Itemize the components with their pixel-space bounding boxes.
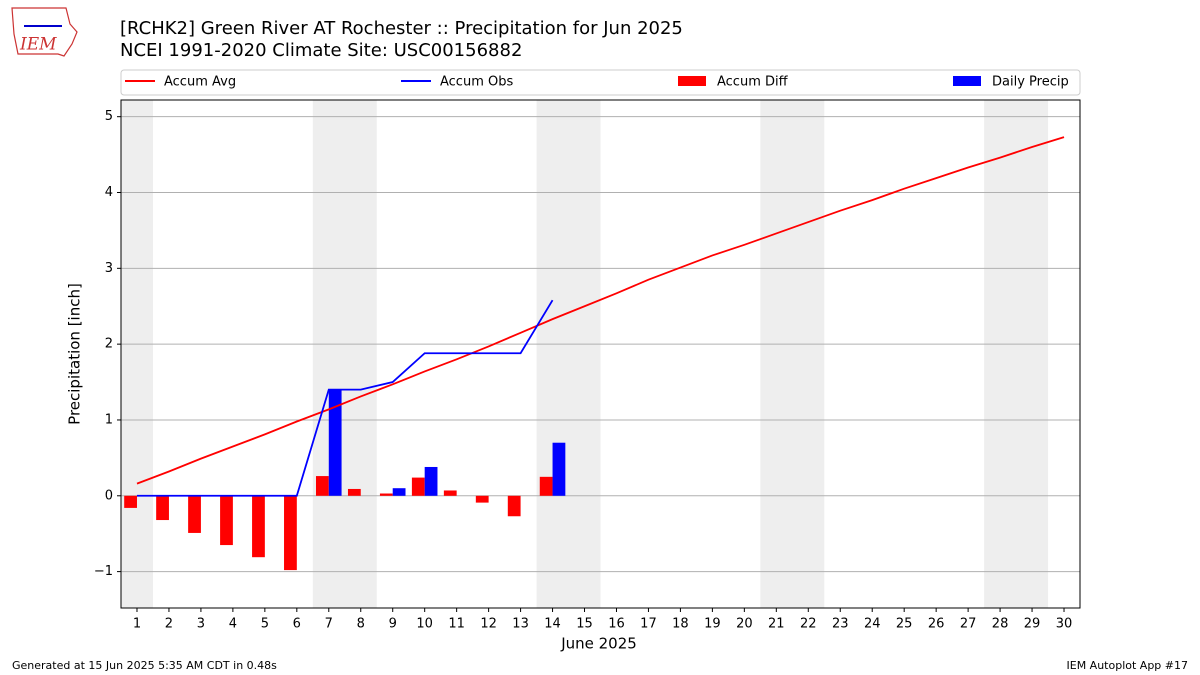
bar [392, 488, 406, 496]
x-tick-label: 2 [165, 617, 173, 632]
legend-swatch [678, 76, 706, 86]
bar [315, 476, 329, 496]
bar [424, 466, 438, 496]
weekend-shade [984, 100, 1049, 608]
x-tick-label: 23 [832, 617, 849, 632]
chart-subtitle: NCEI 1991-2020 Climate Site: USC00156882 [120, 40, 522, 61]
bar [552, 442, 566, 496]
chart-title: [RCHK2] Green River AT Rochester :: Prec… [120, 18, 683, 39]
x-tick-label: 18 [672, 617, 689, 632]
logo-text: IEM [19, 35, 57, 55]
x-tick-label: 21 [768, 617, 785, 632]
x-tick-label: 25 [896, 617, 913, 632]
y-tick-label: −1 [94, 564, 113, 579]
x-tick-label: 6 [293, 617, 301, 632]
x-axis-label: June 2025 [560, 635, 637, 653]
legend-label: Accum Obs [440, 75, 513, 90]
x-tick-label: 5 [261, 617, 269, 632]
logo-outline [11, 7, 78, 57]
legend-swatch [953, 76, 981, 86]
line [136, 136, 1065, 485]
y-tick-label: 5 [105, 109, 113, 124]
bar [507, 495, 521, 517]
x-tick-label: 3 [197, 617, 205, 632]
x-tick-label: 19 [704, 617, 721, 632]
bar [284, 495, 297, 571]
bar [411, 477, 425, 496]
bar [443, 490, 457, 496]
bar [328, 389, 342, 496]
plot-frame [120, 99, 1081, 609]
weekend-shade [121, 100, 153, 608]
x-tick-label: 4 [229, 617, 237, 632]
y-tick-label: 2 [105, 337, 113, 352]
x-tick-label: 26 [928, 617, 945, 632]
footer-left: Generated at 15 Jun 2025 5:35 AM CDT in … [12, 659, 277, 672]
x-tick-label: 16 [608, 617, 625, 632]
y-axis-label: Precipitation [inch] [66, 283, 84, 425]
footer-right: IEM Autoplot App #17 [1067, 659, 1189, 672]
bar [475, 495, 489, 503]
legend-label: Accum Diff [717, 75, 789, 90]
line [136, 299, 554, 497]
y-tick-label: 3 [105, 261, 113, 276]
legend-label: Accum Avg [164, 75, 236, 90]
bar [220, 495, 233, 546]
weekend-shade [536, 100, 601, 608]
bar [156, 495, 169, 521]
x-tick-label: 12 [480, 617, 497, 632]
y-tick-label: 1 [105, 412, 113, 427]
x-tick-label: 8 [357, 617, 365, 632]
x-tick-label: 10 [416, 617, 433, 632]
weekend-shade [312, 100, 377, 608]
bar [252, 495, 265, 558]
x-tick-label: 13 [512, 617, 529, 632]
legend-label: Daily Precip [992, 75, 1069, 90]
bar [539, 476, 553, 496]
x-tick-label: 28 [992, 617, 1009, 632]
bar [379, 493, 393, 496]
bar [188, 495, 201, 533]
x-tick-label: 22 [800, 617, 817, 632]
x-tick-label: 14 [544, 617, 561, 632]
y-tick-label: 0 [105, 488, 113, 503]
x-tick-label: 24 [864, 617, 881, 632]
x-tick-label: 29 [1024, 617, 1041, 632]
x-tick-label: 11 [448, 617, 465, 632]
x-tick-label: 27 [960, 617, 977, 632]
x-tick-label: 20 [736, 617, 753, 632]
legend-frame [120, 69, 1081, 96]
weekend-shade [760, 100, 825, 608]
x-tick-label: 17 [640, 617, 657, 632]
y-tick-label: 4 [105, 185, 113, 200]
x-tick-label: 15 [576, 617, 593, 632]
logo: IEM [11, 7, 78, 57]
bar [124, 495, 137, 508]
x-tick-label: 7 [325, 617, 333, 632]
x-tick-label: 9 [389, 617, 397, 632]
x-tick-label: 1 [133, 617, 141, 632]
x-tick-label: 30 [1056, 617, 1073, 632]
bar [347, 488, 361, 496]
